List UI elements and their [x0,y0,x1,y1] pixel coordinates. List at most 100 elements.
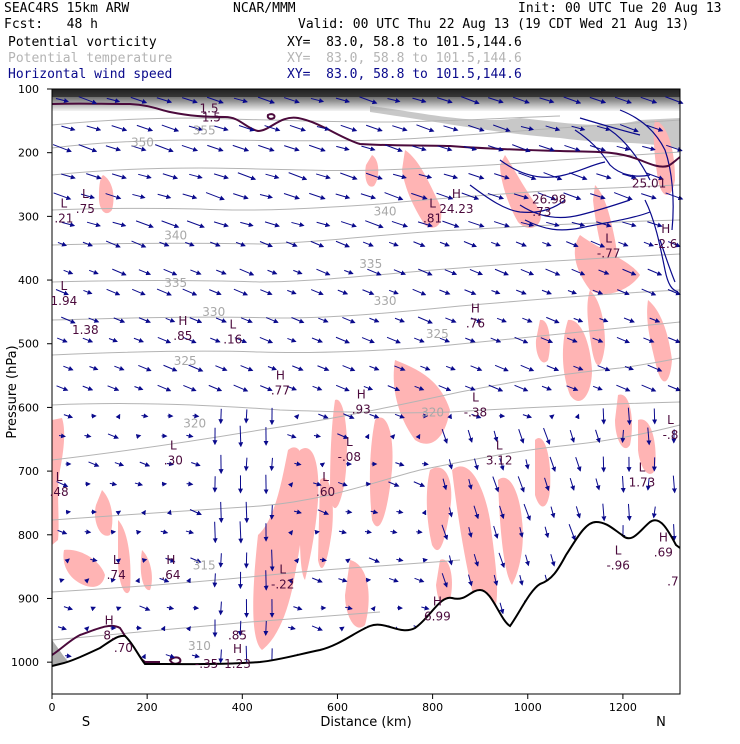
theta-contour-label: 320 [421,406,444,420]
extremum-value: 24.23 [439,202,473,216]
extremum-value: -.77 [597,246,620,260]
x-axis-label: Distance (km) [320,715,411,730]
wind-arrow [424,511,425,514]
wind-arrow [343,366,355,371]
wind-arrow [83,338,92,342]
wind-arrow [471,366,482,370]
wind-arrow [641,194,656,199]
extremum-value: -.96 [606,558,629,572]
theta-contour-label: 355 [193,123,216,137]
wind-arrow [373,607,375,609]
wind-arrow [61,174,75,178]
wind-arrow [187,221,204,227]
wind-arrow [526,459,528,468]
wind-arrow [221,502,222,522]
wind-arrow [442,429,447,443]
wind-arrow [139,318,150,323]
wind-arrow [497,318,506,321]
extremum-type: L [229,317,236,331]
wind-arrow [240,521,241,542]
extremum-type: L [61,196,68,210]
extremum-value: .16 [223,332,242,346]
wind-arrow [265,222,279,226]
extremum-type: L [170,438,177,452]
wind-arrow [475,459,478,470]
y-tick-label: 100 [18,83,39,96]
wind-arrow [551,554,554,565]
wind-arrow [287,435,295,438]
extremum-value: -.35 [195,657,218,671]
y-tick-label: 1000 [11,656,39,669]
wind-arrow [214,222,228,226]
theta-contour-label: 340 [164,228,187,242]
wind-arrow [290,125,305,130]
wind-arrow [138,365,150,370]
wind-arrow [113,222,126,225]
wind-arrow [499,553,504,567]
wind-arrow [241,366,253,371]
wind-arrow [338,579,346,582]
wind-arrow [516,290,526,294]
wind-arrow [186,435,192,436]
wind-arrow [569,524,575,540]
wind-arrow [215,522,216,542]
wind-arrow [215,573,216,586]
wind-arrow [260,290,271,295]
wind-arrow [155,145,173,152]
extremum-value: .30 [164,453,183,467]
theta-contour-label: 340 [374,204,397,218]
x-tick-label: 1200 [609,701,637,714]
wind-arrow [576,457,581,471]
wind-arrow [396,559,402,560]
wind-arrow [287,290,295,293]
theta-contour-label: 335 [164,276,187,290]
wind-arrow [159,242,168,246]
wind-arrow [546,317,558,322]
wind-arrow [522,318,531,322]
wind-arrow [622,222,635,226]
wind-arrow [545,527,548,537]
extremum-value: -.08 [338,450,361,464]
wind-arrow [495,365,508,370]
wind-arrow [291,222,303,225]
wind-arrow [468,221,483,226]
y-axis-label: Pressure (hPa) [5,345,20,438]
extremum-type: H [357,387,366,401]
wind-arrow [526,555,529,566]
wind-arrow [83,386,93,390]
wind-arrow [521,365,534,370]
y-tick-label: 500 [18,338,39,351]
wind-arrow [187,484,193,485]
wind-arrow [385,193,403,200]
wind-arrow [311,290,323,295]
wind-arrow [617,146,630,149]
wind-arrow [414,338,424,342]
extremum-value: .64 [161,568,180,582]
wind-arrow [110,483,116,484]
wind-arrow [439,386,451,391]
extremum-value: -2.6 [654,237,677,251]
wind-arrow [577,415,578,418]
wind-arrow [183,194,197,198]
extremum-type: L [322,470,329,484]
wind-arrow [422,464,428,465]
extremum-value: 25.01 [632,176,666,190]
wind-arrow [186,531,193,533]
theta-contour-label: 330 [202,305,225,319]
wind-arrow [86,627,88,629]
extremum-type: H [178,314,187,328]
wind-arrow [63,366,72,370]
wind-arrow [241,318,252,322]
wind-arrow [79,145,97,152]
wind-arrow [61,126,74,130]
wind-arrow [87,222,100,226]
wind-arrow [309,193,324,198]
wind-arrow [240,269,254,275]
wind-arrow [569,173,586,179]
wind-arrow [312,626,322,630]
wind-arrow [674,524,675,540]
theta-contour-label: 335 [359,257,382,271]
wind-arrow [524,504,530,520]
wind-arrow [576,506,579,517]
